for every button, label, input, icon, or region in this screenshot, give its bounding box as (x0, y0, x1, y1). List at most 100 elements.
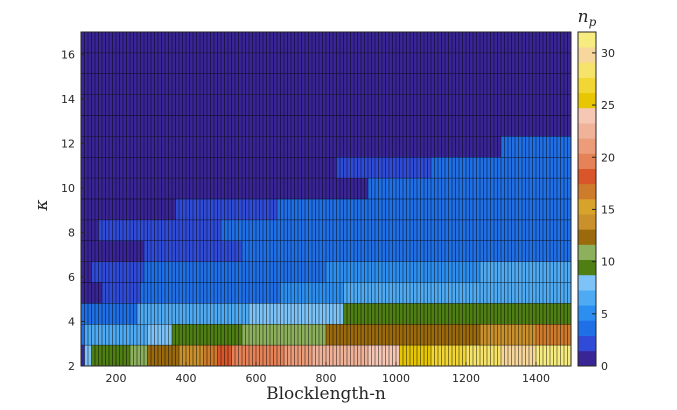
heatmap-cell-k6-3 (196, 261, 326, 283)
x-axis-ticks: 200 400 600 800 1000 1200 1400 (106, 362, 550, 385)
heatmap-cell-k8-3 (221, 219, 246, 241)
colorbar-segment (578, 32, 596, 48)
x-tick-label: 800 (316, 372, 337, 385)
colorbar-segment (578, 320, 596, 336)
heatmap-cell-k9-1 (95, 199, 176, 220)
colorbar-segment (578, 274, 596, 291)
y-tick-label: 6 (68, 271, 75, 284)
heatmap-cell-k11-2 (336, 157, 431, 179)
heatmap-cell-k10-0 (81, 178, 99, 200)
colorbar-segment (578, 229, 596, 245)
x-tick-label: 400 (176, 372, 197, 385)
x-axis-label: Blocklength-n (266, 384, 386, 404)
y-axis-label: κ (32, 199, 52, 211)
colorbar-title: np (578, 7, 597, 29)
colorbar-tick-label: 10 (601, 256, 615, 269)
colorbar-segment (578, 47, 596, 63)
y-tick-label: 12 (61, 137, 75, 150)
heatmap-cell-k10-3 (546, 178, 571, 200)
heatmap-cell-k8-4 (245, 219, 571, 241)
heatmap-cell-k5-3 (186, 282, 281, 304)
y-tick-label: 8 (68, 226, 75, 239)
heatmap-cell-k6-0 (81, 261, 92, 283)
x-tick-label: 600 (246, 372, 267, 385)
heatmap-cell-k11-0 (81, 157, 106, 179)
heatmap-cell-k2-7 (179, 345, 204, 367)
heatmap-cell-k8-2 (98, 219, 221, 241)
heatmap-cell-k7-4 (315, 240, 571, 262)
colorbar-segment (578, 199, 596, 215)
colorbar-segment (578, 335, 596, 352)
heatmap-cell-k4-1 (105, 303, 137, 325)
x-tick-label: 200 (106, 372, 127, 385)
heatmap-cell-k3-2 (147, 324, 172, 346)
x-tick-label: 1200 (452, 372, 480, 385)
y-tick-label: 16 (61, 48, 75, 61)
heatmap-cell-k4-0 (81, 303, 106, 325)
heatmap-cell-k3-0 (81, 324, 85, 346)
heatmap-cell-k2-0 (81, 345, 85, 367)
heatmap-cell-k5-2 (140, 282, 186, 304)
colorbar-segment (578, 153, 596, 169)
colorbar-segment (578, 92, 596, 109)
heatmap-cell-k5-5 (343, 282, 431, 304)
heatmap-cell-k2-6 (161, 345, 179, 367)
heatmap-cell-k6-2 (144, 261, 197, 283)
heatmap-cell-k7-0 (81, 240, 85, 262)
heatmap-cell-k4-6 (441, 303, 571, 325)
y-axis-ticks: 2 4 6 8 10 12 14 16 (61, 48, 85, 373)
heatmap-cell-k2-2 (91, 345, 116, 367)
y-tick-label: 4 (68, 315, 75, 328)
heatmap-cell-k5-1 (102, 282, 141, 304)
colorbar-segment (578, 183, 596, 200)
colorbar-tick-label: 15 (601, 203, 615, 216)
colorbar-segment (578, 107, 596, 124)
heatmap-cell-k8-0 (81, 219, 85, 241)
heatmap-cell-k2-13 (312, 345, 337, 367)
heatmap-cell-k17-0 (81, 32, 232, 53)
colorbar-segment (578, 290, 596, 306)
heatmap-cell-k6-1 (91, 261, 144, 283)
heatmap-cell-k15-1 (189, 73, 571, 95)
colorbar-segment (578, 138, 596, 154)
y-tick-label: 14 (61, 93, 75, 106)
heatmap-cell-k2-15 (368, 345, 400, 367)
y-tick-label: 10 (61, 182, 75, 195)
x-tick-label: 1000 (382, 372, 410, 385)
colorbar-tick-label: 25 (601, 99, 615, 112)
heatmap-cell-k10-2 (368, 178, 547, 200)
colorbar-segment (578, 214, 596, 230)
heatmap-cell-k17-1 (231, 32, 571, 53)
colorbar-tick-label: 5 (601, 308, 608, 321)
heatmap-cell-k15-0 (81, 73, 190, 95)
heatmap-cell-k2-4 (130, 345, 148, 367)
heatmap-cell-k2-10 (231, 345, 263, 367)
colorbar-segment (578, 259, 596, 276)
colorbar-segment (578, 305, 596, 321)
heatmap-cell-k7-1 (84, 240, 144, 262)
heatmap-cell-k9-2 (175, 199, 277, 220)
y-tick-label: 2 (68, 360, 75, 373)
colorbar-frame (577, 31, 597, 367)
cell-grid-path (81, 32, 571, 366)
colorbar-segment (578, 77, 596, 94)
colorbar (577, 31, 597, 367)
colorbar-tick-label: 20 (601, 151, 615, 164)
colorbar-segment (578, 168, 596, 185)
heatmap-cell-k2-16 (399, 345, 431, 367)
heatmap-cell-k9-3 (277, 199, 435, 220)
colorbar-segment (578, 62, 596, 78)
heatmap-cell-k4-4 (249, 303, 344, 325)
x-tick-label: 1400 (522, 372, 550, 385)
colorbar-tick-label: 30 (601, 47, 615, 60)
heatmap-cell-k7-3 (242, 240, 316, 262)
colorbar-segment (578, 244, 596, 261)
heatmap-cell-k2-14 (336, 345, 368, 367)
colorbar-segment (578, 350, 596, 367)
heatmap-cell-k9-4 (434, 199, 571, 220)
colorbar-segment (578, 123, 596, 139)
heatmap-cell-k10-1 (98, 178, 368, 200)
colorbar-tick-label: 0 (601, 360, 608, 373)
cell-gridlines (81, 32, 571, 366)
